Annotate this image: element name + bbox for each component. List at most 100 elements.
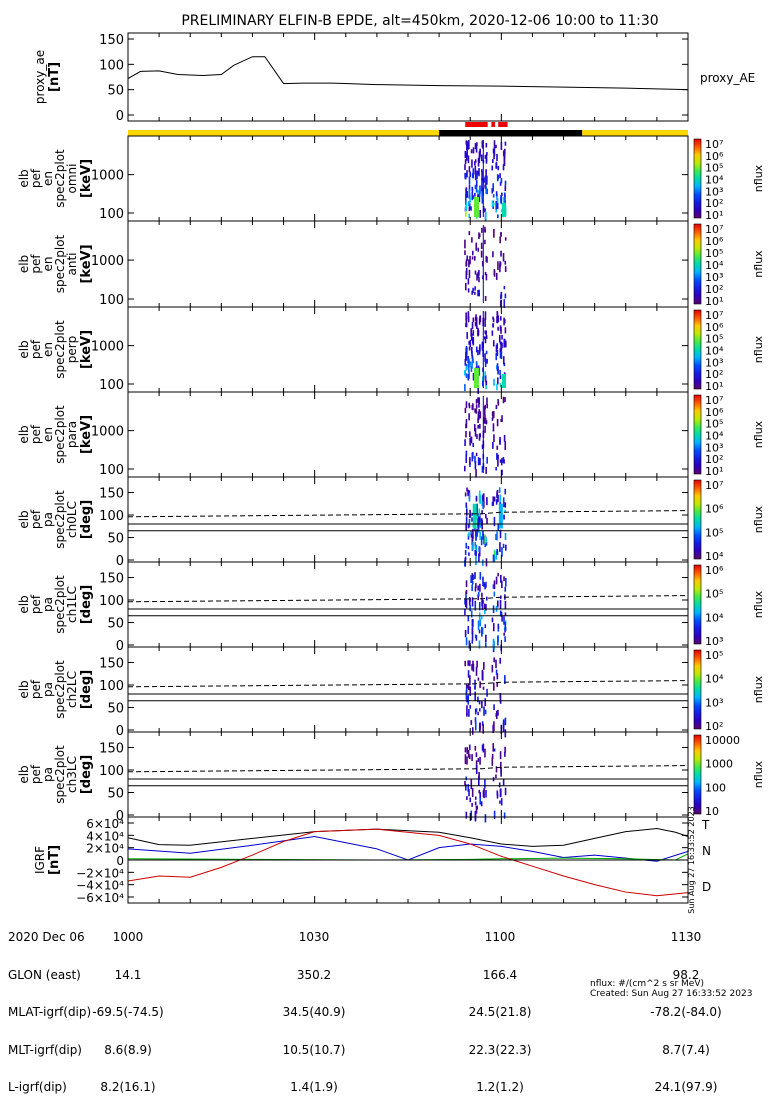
- spectrogram-cell: [500, 342, 502, 352]
- spectrogram-cell: [486, 517, 488, 524]
- spectrogram-cell: [496, 383, 498, 391]
- spectrogram-cell: [485, 169, 487, 177]
- spectrogram-cell: [500, 326, 502, 334]
- spectrogram-cell: [478, 191, 481, 197]
- spectrogram-cell: [468, 518, 471, 528]
- footer-column-1000: 1000 14.1 -69.5(-74.5) 8.6(8.9) 8.2(16.1…: [58, 906, 198, 1106]
- y-axis-label: elb: [17, 425, 31, 443]
- spectrogram-cell: [465, 523, 467, 531]
- spectrogram-cell: [465, 140, 468, 145]
- spectrogram-cell: [485, 542, 488, 546]
- y-tick-label: 100: [99, 594, 124, 609]
- spectrogram-cell: [469, 675, 471, 686]
- spectrogram-cell: [483, 662, 485, 670]
- spectrogram-cell: [499, 261, 502, 266]
- y-tick-label: 150: [99, 487, 124, 502]
- y-axis-label: elb: [17, 680, 31, 698]
- colorbar-tick-label: 10²: [705, 368, 723, 381]
- y-axis-label: elb: [17, 169, 31, 187]
- anti-loss-cone-line: [127, 595, 689, 603]
- y-tick-label: 100: [99, 764, 124, 779]
- spectrogram-cell: [483, 406, 486, 415]
- spectrogram-cell: [471, 321, 474, 330]
- spectrogram-cell: [466, 796, 468, 801]
- spectrogram-cell: [484, 295, 487, 302]
- y-tick-label: 1000: [91, 425, 124, 440]
- spectrogram-cell: [479, 517, 482, 528]
- spectrogram-cell: [479, 756, 481, 765]
- spectrogram-cell: [492, 423, 495, 432]
- spectrogram-cell: [473, 424, 476, 432]
- spectrogram-cell: [499, 542, 501, 553]
- footer-value: 98.2: [672, 967, 700, 982]
- spectrogram-cell: [495, 710, 498, 719]
- y-tick-label: 100: [99, 293, 124, 308]
- spectrogram-cell: [483, 581, 485, 587]
- spectrogram-cell: [481, 597, 483, 607]
- spectrogram-cell: [473, 368, 479, 388]
- y-axis-label: anti: [65, 253, 79, 276]
- y-axis-label: [nT]: [47, 62, 62, 92]
- spectrogram-cell: [474, 316, 477, 321]
- spectrogram-cell: [484, 624, 487, 628]
- spectrogram-cell: [502, 543, 505, 549]
- y-axis-label: ch3LC: [65, 756, 79, 793]
- spectrogram-cell: [485, 142, 488, 148]
- spectrogram-cell: [467, 660, 469, 666]
- colorbar-tick-label: 10⁴: [705, 174, 724, 187]
- spectrogram-cell: [491, 417, 494, 421]
- spectrogram-cell: [478, 526, 480, 533]
- spectrogram-cell: [477, 457, 480, 466]
- spectrogram-cell: [481, 198, 484, 204]
- spectrogram-cell: [486, 688, 488, 697]
- spectrogram-cell: [468, 213, 471, 219]
- spectrogram-cell: [481, 260, 484, 267]
- spectrogram-cell: [478, 399, 480, 408]
- colorbar-tick-label: 10²: [705, 197, 723, 210]
- spectrogram-cell: [485, 538, 487, 542]
- orbit-segment: [582, 130, 688, 136]
- y-tick-label: 100: [99, 207, 124, 222]
- y-axis-label: spec2plot: [53, 234, 67, 293]
- spectrogram-cell: [485, 581, 487, 588]
- y-axis-label: en: [41, 171, 55, 186]
- spectrogram-cell: [482, 576, 484, 587]
- spectrogram-cell: [496, 197, 499, 207]
- colorbar-tick-label: 10⁵: [705, 588, 723, 601]
- y-axis-label: pa: [41, 512, 55, 527]
- spectrogram-cell: [495, 576, 498, 585]
- y-axis-label: spec2plot: [53, 405, 67, 464]
- spectrogram-cell: [478, 789, 481, 794]
- units-note: nflux: #/(cm^2 s sr MeV): [590, 979, 704, 989]
- spectrogram-cell: [497, 318, 500, 323]
- y-tick-label: 100: [99, 378, 124, 393]
- spectrogram-cell: [471, 663, 473, 671]
- spectrogram-cell: [500, 291, 503, 299]
- spectrogram-cell: [492, 183, 495, 192]
- spectrogram-cell: [496, 790, 499, 796]
- spectrogram-cell: [502, 778, 505, 786]
- colorbar-tick-label: 10⁶: [705, 150, 724, 163]
- spectrogram-cell: [468, 404, 471, 409]
- spectrogram-cell: [486, 404, 488, 409]
- spectrogram-cell: [481, 510, 483, 515]
- footer-value: 8.7(7.4): [662, 1042, 710, 1057]
- spectrogram-cell: [465, 599, 467, 607]
- colorbar-tick-label: 10²: [705, 720, 723, 733]
- spectrogram-cell: [471, 159, 473, 168]
- spectrogram-cell: [467, 155, 470, 164]
- spectrogram-cell: [465, 259, 468, 266]
- spectrogram-cell: [503, 576, 505, 582]
- spectrogram-cell: [478, 289, 480, 296]
- spectrogram-cell: [499, 369, 501, 375]
- spectrogram-cell: [481, 500, 483, 506]
- spectrogram-cell: [468, 492, 471, 502]
- footer-value: 10.5(10.7): [282, 1042, 346, 1057]
- spectrogram-cell: [499, 657, 502, 664]
- spectrogram-cell: [466, 332, 468, 339]
- spectrogram-cell: [471, 192, 474, 201]
- spectrogram-cell: [478, 553, 480, 562]
- spectrogram-cell: [498, 334, 501, 343]
